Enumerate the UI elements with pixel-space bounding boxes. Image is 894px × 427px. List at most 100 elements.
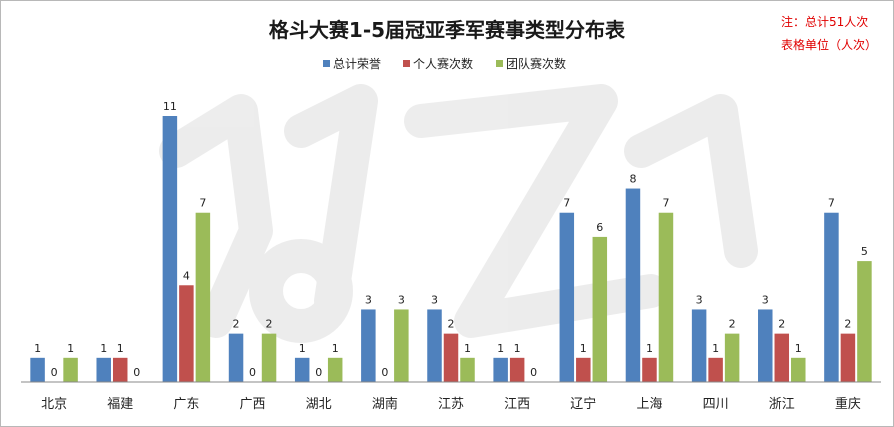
x-tick-label-浙江: 浙江	[769, 397, 795, 412]
x-tick-label-江苏: 江苏	[438, 396, 464, 412]
bars-group	[30, 116, 872, 382]
bar-上海-总计荣誉	[625, 188, 641, 382]
value-label-湖北-团队赛次数: 1	[332, 342, 339, 355]
value-label-湖南-个人赛次数: 0	[381, 366, 388, 379]
x-tick-label-北京: 北京	[41, 397, 67, 412]
bar-江西-个人赛次数	[509, 357, 525, 382]
chart-title: 格斗大赛1-5届冠亚季军赛事类型分布表	[269, 18, 626, 42]
legend-label-2: 团队赛次数	[506, 56, 566, 71]
bar-上海-个人赛次数	[642, 357, 657, 382]
x-tick-label-湖南: 湖南	[372, 396, 398, 412]
legend: 总计荣誉 个人赛次数 团队赛次数	[323, 56, 566, 71]
x-axis-labels: 北京 福建 广东 广西 湖北 湖南 江苏 江西 辽宁 上海 四川 浙江 重庆	[41, 396, 861, 412]
bar-北京-总计荣誉	[30, 357, 45, 382]
value-label-湖北-个人赛次数: 0	[315, 366, 322, 379]
value-label-福建-总计荣誉: 1	[100, 342, 107, 355]
bar-四川-团队赛次数	[724, 333, 740, 382]
bar-江苏-总计荣誉	[427, 309, 442, 382]
value-label-广东-个人赛次数: 4	[183, 269, 190, 282]
value-label-重庆-个人赛次数: 2	[844, 318, 851, 331]
x-tick-label-福建: 福建	[107, 397, 133, 412]
bar-辽宁-总计荣誉	[559, 212, 575, 382]
value-label-福建-个人赛次数: 1	[117, 342, 124, 355]
value-label-四川-总计荣誉: 3	[696, 293, 703, 306]
value-label-浙江-团队赛次数: 1	[795, 342, 802, 355]
bar-四川-总计荣誉	[691, 309, 707, 382]
bar-江苏-个人赛次数	[443, 333, 459, 382]
bar-广西-总计荣誉	[228, 333, 244, 382]
value-label-江苏-团队赛次数: 1	[464, 342, 471, 355]
value-label-广西-个人赛次数: 0	[249, 366, 256, 379]
x-tick-label-重庆: 重庆	[835, 396, 861, 412]
legend-label-1: 个人赛次数	[413, 56, 473, 71]
bar-福建-个人赛次数	[112, 357, 128, 382]
value-label-湖南-总计荣誉: 3	[365, 293, 372, 306]
bar-重庆-总计荣誉	[824, 212, 839, 382]
x-tick-label-上海: 上海	[636, 397, 662, 412]
value-label-重庆-总计荣誉: 7	[828, 197, 835, 210]
note-total: 注：总计51人次	[781, 14, 868, 29]
value-label-浙江-总计荣誉: 3	[762, 293, 769, 306]
x-tick-label-江西: 江西	[504, 397, 530, 412]
value-label-上海-个人赛次数: 1	[646, 342, 653, 355]
bar-辽宁-团队赛次数	[592, 236, 608, 382]
value-label-上海-团队赛次数: 7	[662, 197, 669, 210]
bar-湖南-总计荣誉	[361, 309, 376, 382]
value-label-广西-团队赛次数: 2	[266, 318, 273, 331]
x-tick-label-湖北: 湖北	[306, 397, 332, 412]
bar-广西-团队赛次数	[261, 333, 277, 382]
value-label-江苏-总计荣誉: 3	[431, 293, 438, 306]
bar-重庆-团队赛次数	[857, 261, 872, 382]
value-label-重庆-团队赛次数: 5	[861, 245, 868, 258]
bar-湖北-团队赛次数	[327, 357, 343, 382]
value-label-江西-总计荣誉: 1	[497, 342, 504, 355]
value-label-江苏-个人赛次数: 2	[448, 318, 455, 331]
value-label-福建-团队赛次数: 0	[133, 366, 140, 379]
value-label-江西-团队赛次数: 0	[530, 366, 537, 379]
bar-江苏-团队赛次数	[460, 357, 475, 382]
bar-江西-总计荣誉	[493, 357, 508, 382]
bar-辽宁-个人赛次数	[576, 357, 591, 382]
value-label-广东-团队赛次数: 7	[199, 197, 206, 210]
bar-广东-总计荣誉	[162, 116, 178, 382]
value-label-四川-团队赛次数: 2	[729, 318, 736, 331]
watermark-logo	[159, 84, 758, 343]
legend-label-0: 总计荣誉	[333, 57, 381, 71]
bar-四川-个人赛次数	[708, 357, 723, 382]
value-label-湖南-团队赛次数: 3	[398, 293, 405, 306]
bar-广东-个人赛次数	[179, 285, 194, 382]
value-label-辽宁-总计荣誉: 7	[563, 197, 570, 210]
value-label-广东-总计荣誉: 11	[163, 100, 177, 113]
value-label-上海-总计荣誉: 8	[629, 173, 636, 186]
bar-浙江-个人赛次数	[774, 333, 790, 382]
bar-湖南-团队赛次数	[394, 309, 409, 382]
legend-swatch-2	[496, 60, 503, 67]
bar-湖北-总计荣誉	[294, 357, 310, 382]
x-tick-label-广西: 广西	[240, 397, 266, 412]
value-label-辽宁-团队赛次数: 6	[596, 221, 603, 234]
bar-福建-总计荣誉	[96, 357, 111, 382]
x-tick-label-四川: 四川	[703, 397, 729, 412]
legend-swatch-0	[323, 60, 330, 67]
x-tick-label-广东: 广东	[173, 397, 199, 412]
bar-北京-团队赛次数	[63, 357, 78, 382]
value-label-北京-团队赛次数: 1	[67, 342, 74, 355]
legend-swatch-1	[403, 60, 410, 67]
value-label-北京-个人赛次数: 0	[51, 366, 58, 379]
bar-浙江-团队赛次数	[791, 357, 806, 382]
value-label-四川-个人赛次数: 1	[712, 342, 719, 355]
value-label-辽宁-个人赛次数: 1	[580, 342, 587, 355]
bar-广东-团队赛次数	[195, 212, 211, 382]
x-tick-label-辽宁: 辽宁	[570, 396, 596, 412]
value-label-广西-总计荣誉: 2	[233, 318, 240, 331]
value-label-湖北-总计荣誉: 1	[299, 342, 306, 355]
bar-浙江-总计荣誉	[758, 309, 773, 382]
value-label-江西-个人赛次数: 1	[514, 342, 521, 355]
value-label-北京-总计荣誉: 1	[34, 342, 41, 355]
note-unit: 表格单位（人次）	[781, 37, 877, 52]
bar-上海-团队赛次数	[658, 212, 674, 382]
bar-重庆-个人赛次数	[840, 333, 856, 382]
